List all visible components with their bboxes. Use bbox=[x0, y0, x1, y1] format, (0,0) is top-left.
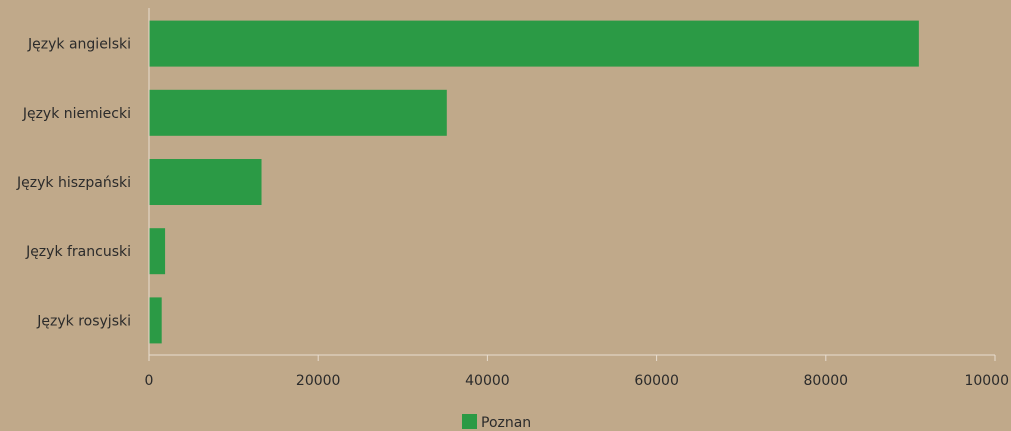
bar-1[interactable] bbox=[149, 89, 447, 136]
category-labels-group: Język angielski Język niemiecki Język hisz… bbox=[16, 37, 131, 330]
bars-group bbox=[149, 20, 919, 344]
x-ticks-group: 0 20000 40000 60000 80000 10000 bbox=[145, 355, 1009, 389]
bar-4[interactable] bbox=[149, 297, 162, 344]
x-tick-label-5: 10000 bbox=[964, 373, 1009, 389]
x-tick-label-2: 40000 bbox=[465, 373, 510, 389]
x-tick-label-4: 80000 bbox=[804, 373, 849, 389]
bar-3[interactable] bbox=[149, 228, 166, 275]
legend[interactable]: Poznan bbox=[462, 414, 531, 431]
bar-0[interactable] bbox=[149, 20, 919, 67]
x-tick-label-1: 20000 bbox=[296, 373, 341, 389]
x-tick-label-0: 0 bbox=[145, 373, 154, 389]
category-label-1: Język niemiecki bbox=[22, 106, 131, 122]
category-label-2: Język hiszpański bbox=[16, 175, 131, 191]
legend-swatch-poznan[interactable] bbox=[462, 414, 477, 429]
x-tick-label-3: 60000 bbox=[634, 373, 679, 389]
category-label-0: Język angielski bbox=[27, 37, 131, 53]
legend-label-poznan[interactable]: Poznan bbox=[481, 415, 531, 431]
category-label-4: Język rosyjski bbox=[36, 313, 131, 329]
bar-2[interactable] bbox=[149, 159, 262, 205]
category-label-3: Język francuski bbox=[25, 244, 131, 260]
